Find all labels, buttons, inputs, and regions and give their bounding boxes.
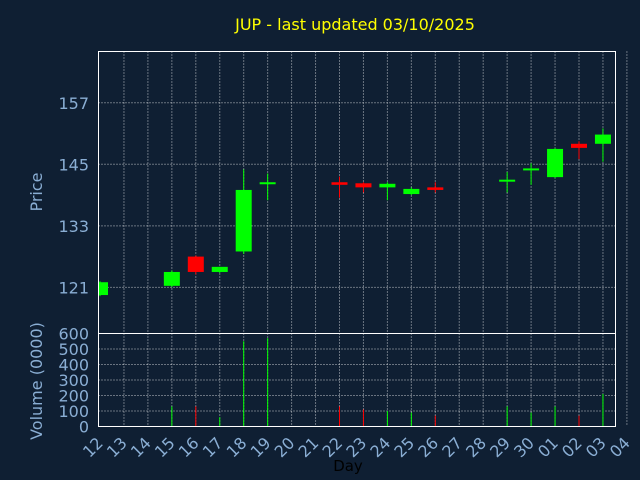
candle-body [259,182,276,185]
volume-tick-label: 200 [58,387,89,406]
volume-tick-label: 500 [58,340,89,359]
candle-02 [571,141,587,160]
candle-03 [594,128,611,162]
candle-body [523,168,540,171]
candle-body [379,183,396,188]
candle-body [235,189,252,252]
price-panel-frame [98,51,616,334]
candles [98,128,611,297]
candle-24 [379,182,396,201]
candle-body [355,183,372,188]
volume-tick-label: 100 [58,402,89,421]
volume-gridlines [98,333,628,427]
price-tick-label: 145 [58,155,89,174]
price-gridlines [98,51,628,334]
candle-body [571,143,587,148]
candle-body [98,282,108,296]
x-axis-label: Day [333,457,363,475]
candle-30 [523,163,540,185]
candle-body [403,188,420,195]
price-tick-label: 157 [58,94,89,113]
price-tick-label: 133 [58,217,89,236]
candle-body [163,271,180,286]
candle-29 [499,171,516,193]
candle-18 [235,169,252,255]
candle-22 [331,176,348,198]
candle-body [594,134,611,144]
candle-01 [547,147,564,179]
price-tick-label: 121 [58,278,89,297]
candle-body [547,148,564,178]
candle-19 [259,173,276,201]
volume-axis-label: Volume (0000) [27,322,46,440]
candle-17 [211,266,228,273]
volume-bars [171,338,604,427]
volume-tick-label: 0 [79,418,89,437]
x-tick-label: 04 [606,433,634,461]
price-y-ticks: 121 133 145 157 [58,94,89,298]
volume-tick-label: 300 [58,371,89,390]
chart-title: JUP - last updated 03/10/2025 [234,15,475,34]
volume-panel-frame [98,333,616,427]
price-axis-label: Price [27,172,46,211]
candle-body [331,182,348,185]
candle-23 [355,182,372,193]
volume-tick-label: 400 [58,356,89,375]
volume-tick-label: 600 [58,325,89,344]
candle-16 [187,255,204,275]
candle-25 [403,187,420,196]
candle-body [187,256,204,272]
candle-15 [163,270,180,288]
candle-body [427,187,444,190]
candle-body [499,179,516,182]
candle-26 [427,182,444,193]
candle-body [211,266,228,272]
candle-12 [98,281,108,297]
